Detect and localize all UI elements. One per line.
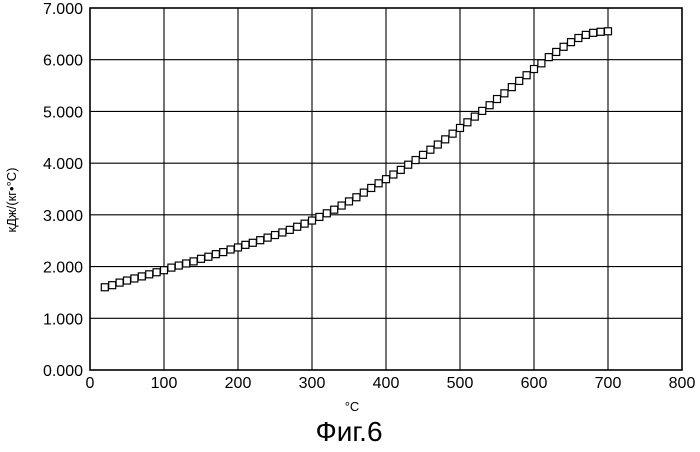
data-point-marker: [138, 273, 145, 280]
data-point-marker: [257, 237, 264, 244]
data-point-marker: [272, 232, 279, 239]
data-point-marker: [582, 31, 589, 38]
data-point-marker: [198, 255, 205, 262]
data-point-marker: [168, 264, 175, 271]
data-point-marker: [264, 234, 271, 241]
data-point-marker: [568, 39, 575, 46]
data-point-marker: [153, 269, 160, 276]
data-point-marker: [331, 206, 338, 213]
data-point-marker: [353, 194, 360, 201]
y-tick-label: 1.000: [43, 311, 83, 328]
data-series: [101, 28, 611, 291]
data-point-marker: [597, 28, 604, 35]
data-point-marker: [412, 157, 419, 164]
data-point-marker: [383, 176, 390, 183]
figure-caption: Фиг.6: [315, 416, 382, 447]
data-point-marker: [360, 189, 367, 196]
data-point-marker: [605, 28, 612, 35]
data-point-marker: [575, 34, 582, 41]
y-axis-title: кДж/(кг•°C): [4, 167, 19, 232]
data-point-marker: [494, 96, 501, 103]
data-point-marker: [405, 161, 412, 168]
y-tick-label: 7.000: [43, 1, 83, 18]
data-point-marker: [316, 213, 323, 220]
data-point-marker: [523, 72, 530, 79]
y-tick-label: 2.000: [43, 260, 83, 277]
y-tick-label: 0.000: [43, 363, 83, 380]
data-point-marker: [531, 66, 538, 73]
data-point-marker: [390, 171, 397, 178]
data-point-marker: [516, 77, 523, 84]
x-tick-label: 800: [669, 375, 696, 392]
data-point-marker: [286, 226, 293, 233]
x-tick-label: 600: [521, 375, 548, 392]
x-tick-label: 400: [373, 375, 400, 392]
x-tick-label: 300: [299, 375, 326, 392]
data-point-marker: [146, 271, 153, 278]
x-tick-label: 700: [595, 375, 622, 392]
data-point-marker: [227, 246, 234, 253]
data-point-marker: [442, 136, 449, 143]
data-point-marker: [434, 141, 441, 148]
data-point-marker: [183, 260, 190, 267]
data-point-marker: [471, 113, 478, 120]
data-point-marker: [220, 249, 227, 256]
data-point-marker: [175, 262, 182, 269]
data-point-marker: [508, 84, 515, 91]
data-point-marker: [538, 60, 545, 67]
y-tick-label: 6.000: [43, 53, 83, 70]
data-point-marker: [242, 241, 249, 248]
x-tick-label: 100: [151, 375, 178, 392]
data-point-marker: [124, 277, 131, 284]
data-point-marker: [457, 124, 464, 131]
data-point-marker: [464, 119, 471, 126]
data-point-marker: [545, 54, 552, 61]
data-point-marker: [486, 102, 493, 109]
data-point-marker: [116, 279, 123, 286]
data-point-marker: [235, 244, 242, 251]
y-tick-label: 5.000: [43, 104, 83, 121]
grid-lines: [90, 8, 682, 370]
y-tick-label: 4.000: [43, 156, 83, 173]
data-point-marker: [427, 146, 434, 153]
data-point-marker: [479, 107, 486, 114]
data-point-marker: [375, 180, 382, 187]
data-point-marker: [101, 284, 108, 291]
x-axis-title: °C: [345, 399, 360, 414]
data-point-marker: [560, 43, 567, 50]
y-tick-label: 3.000: [43, 208, 83, 225]
data-point-marker: [590, 29, 597, 36]
data-point-marker: [368, 184, 375, 191]
data-point-marker: [449, 130, 456, 137]
data-point-marker: [131, 275, 138, 282]
x-tick-label: 200: [225, 375, 252, 392]
data-point-marker: [249, 239, 256, 246]
data-point-marker: [301, 220, 308, 227]
data-point-marker: [420, 151, 427, 158]
data-point-marker: [190, 258, 197, 265]
data-point-marker: [323, 210, 330, 217]
x-tick-label: 500: [447, 375, 474, 392]
data-point-marker: [338, 202, 345, 209]
data-point-marker: [109, 282, 116, 289]
data-point-marker: [205, 253, 212, 260]
x-tick-label: 0: [86, 375, 95, 392]
data-point-marker: [397, 166, 404, 173]
data-point-marker: [553, 48, 560, 55]
data-point-marker: [294, 223, 301, 230]
data-point-marker: [161, 267, 168, 274]
data-point-marker: [212, 251, 219, 258]
data-point-marker: [309, 217, 316, 224]
data-point-marker: [346, 198, 353, 205]
data-point-marker: [501, 90, 508, 97]
data-point-marker: [279, 229, 286, 236]
